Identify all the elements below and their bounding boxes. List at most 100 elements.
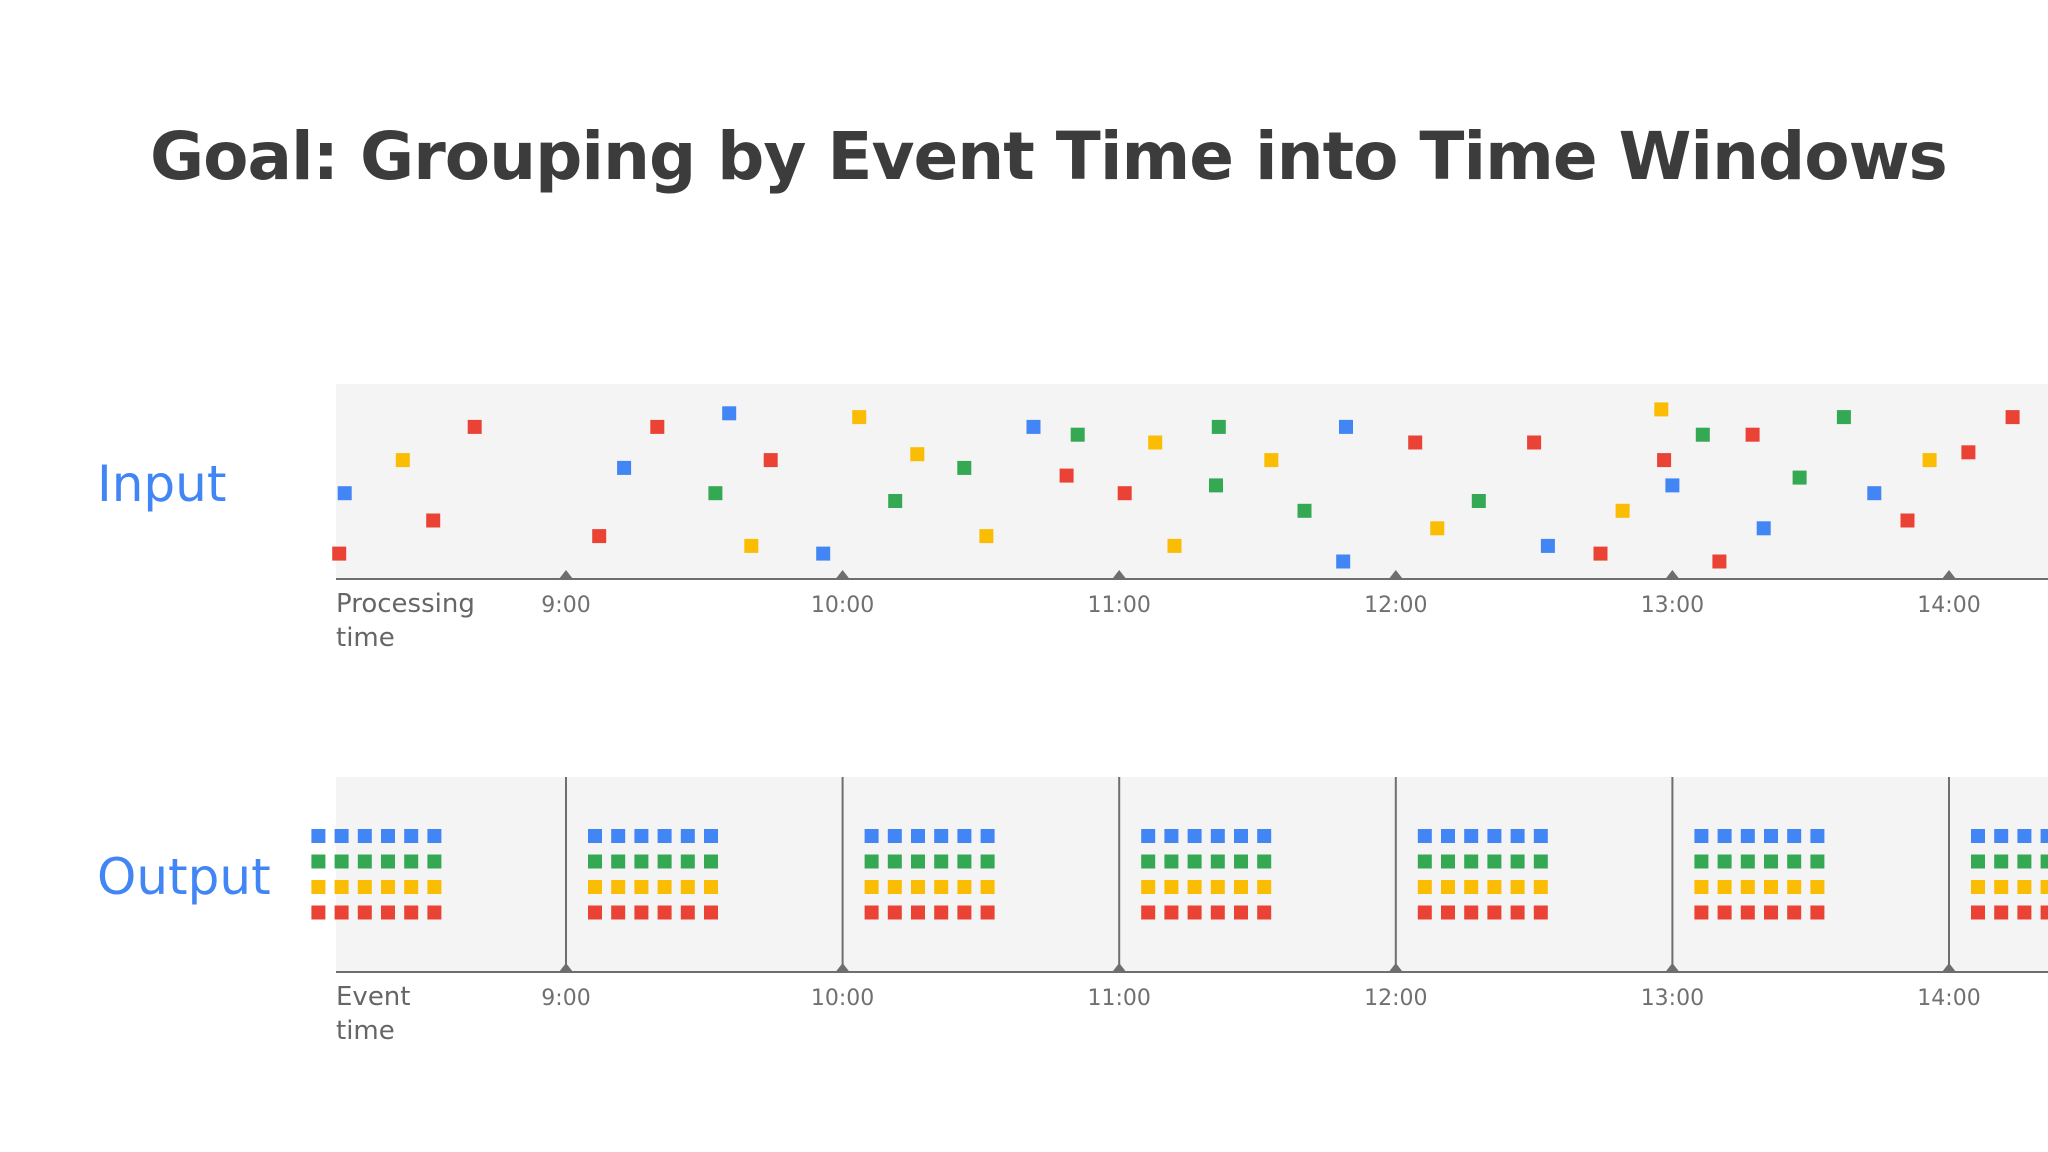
window-event-blue xyxy=(1971,829,1985,843)
processing-time-axis-title: Processing time xyxy=(336,587,536,655)
window-event-yellow xyxy=(1971,880,1985,894)
window-event-red xyxy=(1164,905,1179,920)
window-event-blue xyxy=(957,829,972,843)
window-event-green xyxy=(864,854,879,869)
input-event-red xyxy=(426,513,441,528)
window-event-blue xyxy=(1740,829,1755,843)
input-event-yellow xyxy=(1167,538,1182,553)
output-tick-label: 10:00 xyxy=(811,986,874,1011)
window-event-green xyxy=(1441,854,1455,869)
window-event-green xyxy=(1994,854,2009,869)
window-event-blue xyxy=(404,829,419,843)
window-event-blue xyxy=(1164,829,1179,843)
window-event-yellow xyxy=(381,880,395,894)
window-event-green xyxy=(887,854,902,869)
window-event-blue xyxy=(680,829,695,843)
output-background xyxy=(336,777,2048,972)
window-event-green xyxy=(680,854,695,869)
input-tick-marker xyxy=(559,570,573,579)
input-event-red xyxy=(1593,546,1608,561)
window-event-blue xyxy=(1533,829,1548,843)
window-event-green xyxy=(704,854,718,869)
window-event-green xyxy=(381,854,395,869)
window-event-yellow xyxy=(611,880,626,894)
input-event-yellow xyxy=(1654,402,1669,417)
window-event-yellow xyxy=(911,880,925,894)
window-event-yellow xyxy=(1764,880,1778,894)
window-event-blue xyxy=(1694,829,1709,843)
output-window xyxy=(864,829,995,920)
output-window xyxy=(1417,829,1548,920)
window-event-blue xyxy=(311,829,326,843)
window-event-yellow xyxy=(634,880,649,894)
window-event-green xyxy=(1141,854,1156,869)
window-event-red xyxy=(864,905,879,920)
window-event-red xyxy=(1764,905,1778,920)
output-tick-label: 12:00 xyxy=(1364,986,1427,1011)
input-event-green xyxy=(1209,478,1223,493)
window-event-red xyxy=(1510,905,1525,920)
input-panel: 9:00 10:00 11:00 12:00 13:00 14:00 xyxy=(332,384,2048,618)
input-tick-label: 13:00 xyxy=(1641,593,1704,618)
window-event-yellow xyxy=(1994,880,2009,894)
input-tick-marker xyxy=(835,570,850,579)
window-event-blue xyxy=(911,829,925,843)
input-event-red xyxy=(2005,410,2020,425)
input-event-red xyxy=(1117,486,1132,501)
window-event-red xyxy=(1971,905,1985,920)
output-tick-label: 11:00 xyxy=(1087,986,1150,1011)
window-event-blue xyxy=(611,829,626,843)
window-event-blue xyxy=(2017,829,2032,843)
window-event-red xyxy=(1210,905,1225,920)
window-event-red xyxy=(1417,905,1432,920)
window-event-blue xyxy=(1510,829,1525,843)
input-event-red xyxy=(1900,513,1915,528)
input-event-green xyxy=(1695,427,1710,442)
window-event-yellow xyxy=(334,880,349,894)
window-event-green xyxy=(1694,854,1709,869)
window-event-yellow xyxy=(864,880,879,894)
window-event-yellow xyxy=(2040,880,2048,894)
window-event-yellow xyxy=(934,880,949,894)
window-event-red xyxy=(1141,905,1156,920)
input-event-red xyxy=(467,419,482,434)
window-event-yellow xyxy=(1187,880,1202,894)
input-event-blue xyxy=(1339,419,1353,434)
window-event-red xyxy=(1441,905,1455,920)
output-window xyxy=(311,829,442,920)
axis-title-line: Processing xyxy=(336,589,475,619)
input-event-red xyxy=(332,546,347,561)
window-event-yellow xyxy=(1694,880,1709,894)
window-event-red xyxy=(1717,905,1732,920)
input-event-blue xyxy=(1336,554,1351,569)
window-event-yellow xyxy=(311,880,326,894)
window-event-yellow xyxy=(1417,880,1432,894)
window-event-yellow xyxy=(404,880,419,894)
window-event-red xyxy=(980,905,995,920)
window-event-green xyxy=(911,854,925,869)
input-event-yellow xyxy=(744,538,759,553)
window-event-blue xyxy=(2040,829,2048,843)
window-event-red xyxy=(887,905,902,920)
window-event-green xyxy=(611,854,626,869)
window-event-yellow xyxy=(1141,880,1156,894)
window-event-red xyxy=(311,905,326,920)
window-event-red xyxy=(404,905,419,920)
window-event-red xyxy=(611,905,626,920)
event-time-axis-title: Event time xyxy=(336,980,536,1048)
input-event-blue xyxy=(1665,478,1680,493)
window-event-yellow xyxy=(1787,880,1802,894)
window-event-green xyxy=(2017,854,2032,869)
window-event-red xyxy=(1234,905,1248,920)
input-event-red xyxy=(1745,427,1760,442)
window-event-yellow xyxy=(1740,880,1755,894)
output-panel: 9:00 10:00 11:00 12:00 13:00 14:00 xyxy=(311,777,2048,1011)
window-event-blue xyxy=(1810,829,1825,843)
window-event-green xyxy=(1164,854,1179,869)
input-event-red xyxy=(1712,554,1727,569)
window-event-blue xyxy=(1141,829,1156,843)
input-event-red xyxy=(1657,453,1672,468)
input-event-red xyxy=(1527,435,1542,450)
input-event-yellow xyxy=(395,453,410,468)
